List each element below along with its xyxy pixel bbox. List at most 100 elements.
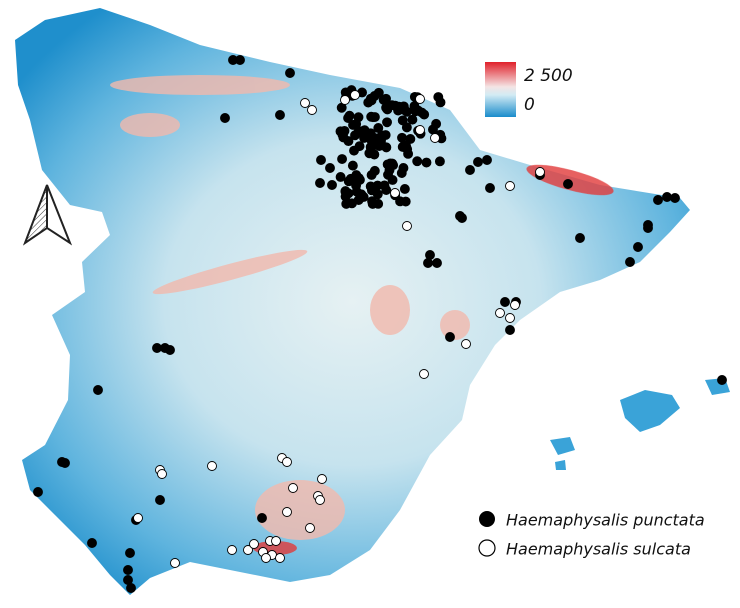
punctata-point [382, 117, 392, 128]
north-arrow [22, 184, 73, 246]
punctata-point [433, 92, 444, 102]
punctata-point [397, 115, 408, 126]
punctata-point [93, 385, 103, 395]
punctata-point [670, 193, 680, 203]
land [15, 8, 730, 595]
punctata-point [385, 158, 396, 169]
punctata-point [359, 133, 370, 143]
punctata-point [381, 142, 392, 153]
sulcata-point [415, 125, 425, 135]
punctata-point [425, 250, 435, 260]
sulcata-point [505, 181, 515, 191]
sulcata-point [461, 339, 471, 349]
punctata-point [399, 183, 410, 194]
sulcata-point [307, 105, 317, 115]
punctata-point [465, 165, 475, 175]
punctata-point [625, 257, 635, 267]
punctata-point [717, 375, 727, 385]
punctata-point [563, 179, 573, 189]
sulcata-point [282, 507, 292, 517]
sulcata-point [430, 133, 440, 143]
sulcata-point [495, 308, 505, 318]
sulcata-point [243, 545, 253, 555]
sulcata-point [300, 98, 310, 108]
punctata-point [356, 189, 367, 200]
punctata-point [285, 68, 295, 78]
punctata-point [33, 487, 43, 497]
sulcata-point [305, 523, 315, 533]
punctata-point [325, 163, 335, 173]
punctata-point [126, 583, 136, 593]
punctata-point [500, 297, 510, 307]
punctata-point [341, 198, 352, 209]
punctata-point [349, 145, 359, 156]
sulcata-point [315, 495, 325, 505]
punctata-point [379, 180, 390, 191]
sulcata-point [282, 457, 292, 467]
punctata-point [316, 155, 326, 165]
sulcata-point [317, 474, 327, 484]
punctata-point [434, 156, 445, 167]
punctata-point [485, 183, 495, 193]
sulcata-point [390, 188, 400, 198]
sulcata-point [249, 539, 259, 549]
punctata-point [125, 548, 135, 558]
punctata-point [87, 538, 97, 548]
punctata-point [432, 258, 442, 268]
punctata-point [348, 120, 358, 130]
punctata-point [473, 157, 483, 167]
punctata-point [633, 242, 643, 252]
punctata-point [315, 178, 325, 188]
punctata-point [235, 55, 245, 65]
punctata-point [643, 220, 653, 230]
punctata-point [407, 114, 418, 125]
sulcata-point [275, 553, 285, 563]
occurrences [33, 55, 727, 593]
sulcata-point [133, 513, 143, 523]
punctata-point [401, 140, 411, 151]
legend-swatch [479, 511, 495, 527]
punctata-point [275, 110, 285, 120]
punctata-point [372, 189, 383, 200]
punctata-point [343, 176, 354, 187]
punctata-point [376, 130, 387, 141]
punctata-point [409, 101, 420, 112]
punctata-point [575, 233, 585, 243]
sulcata-point [415, 94, 425, 104]
punctata-point [423, 258, 433, 268]
punctata-point [327, 180, 337, 190]
sulcata-point [261, 553, 271, 563]
sulcata-point [227, 545, 237, 555]
punctata-point [351, 170, 362, 181]
punctata-point [220, 113, 230, 123]
punctata-point [455, 211, 465, 221]
punctata-point [165, 345, 175, 355]
punctata-point [344, 110, 355, 121]
punctata-point [412, 156, 423, 167]
sulcata-point [419, 369, 429, 379]
scale-max: 2 500 [524, 66, 573, 86]
punctata-point [382, 104, 393, 115]
punctata-point [431, 118, 442, 129]
punctata-point [396, 168, 407, 178]
sulcata-point [170, 558, 180, 568]
punctata-point [369, 165, 380, 176]
elevation-scale: 2 500 0 [485, 62, 573, 117]
legend: Haemaphysalis punctata Haemaphysalis sul… [478, 511, 705, 559]
punctata-point [335, 172, 346, 182]
sulcata-point [350, 90, 360, 100]
punctata-point [653, 195, 663, 205]
sulcata-point [340, 95, 350, 105]
punctata-point [155, 495, 165, 505]
scale-min: 0 [524, 95, 535, 115]
sulcata-point [288, 483, 298, 493]
legend-label: Haemaphysalis sulcata [506, 540, 691, 559]
punctata-point [343, 188, 354, 199]
punctata-point [482, 155, 492, 165]
sulcata-point [505, 313, 515, 323]
sulcata-point [271, 536, 281, 546]
sulcata-point [402, 221, 412, 231]
punctata-point [351, 180, 362, 191]
punctata-point [419, 109, 430, 120]
